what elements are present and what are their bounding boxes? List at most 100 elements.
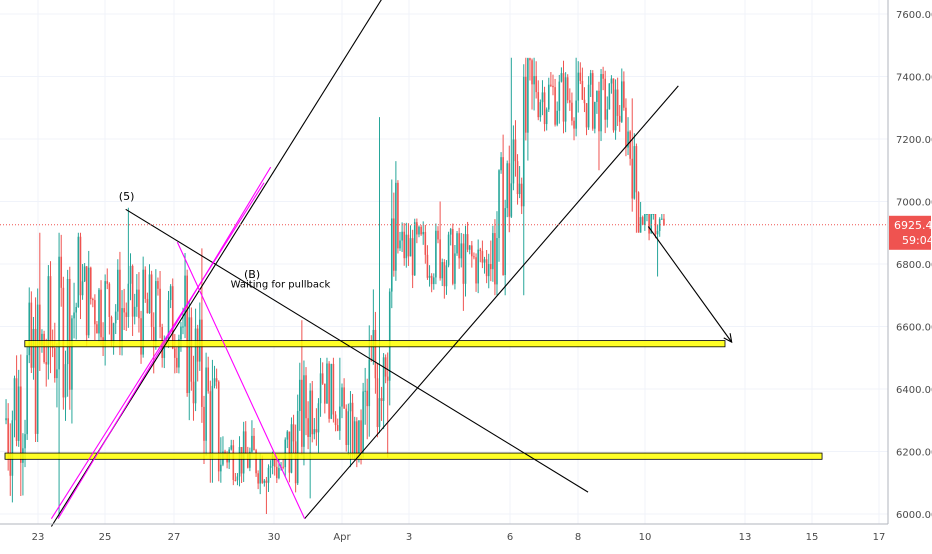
candle-body-214 <box>454 253 456 284</box>
wave-5-label: (5) <box>119 190 135 203</box>
candle-body-217 <box>460 243 463 259</box>
candle-body-118 <box>253 435 255 451</box>
candle-body-111 <box>238 447 241 477</box>
candle-body-70 <box>152 327 155 342</box>
candle-body-35 <box>79 236 82 296</box>
candle-body-207 <box>439 239 441 279</box>
candle-body-64 <box>140 318 142 355</box>
candle-body-26 <box>60 256 63 288</box>
candle-body-240 <box>508 163 511 217</box>
candle-body-216 <box>458 233 460 259</box>
support-zones[interactable] <box>4 340 823 460</box>
candle-body-292 <box>616 89 619 116</box>
candle-body-272 <box>575 100 577 129</box>
candle-body-115 <box>246 453 249 468</box>
candle-body-20 <box>47 276 50 365</box>
candle-body-52 <box>114 311 117 324</box>
support-zone-1[interactable] <box>4 452 823 460</box>
candle-body-95 <box>205 367 207 441</box>
candle-body-119 <box>255 450 257 474</box>
candle-body-65 <box>142 269 144 355</box>
candle-body-308 <box>650 214 653 234</box>
candle-body-254 <box>537 92 540 118</box>
candle-body-23 <box>53 348 56 379</box>
candle-body-229 <box>485 259 488 277</box>
candle-body-285 <box>602 74 604 79</box>
candle-body-156 <box>332 363 335 415</box>
candle-body-300 <box>633 146 636 199</box>
candle-body-114 <box>244 431 247 454</box>
candle-body-19 <box>45 362 48 365</box>
candle-body-171 <box>364 390 366 392</box>
candle-body-68 <box>148 274 151 314</box>
candle-body-153 <box>326 363 328 404</box>
candle-body-220 <box>466 234 469 250</box>
candle-body-226 <box>479 249 482 252</box>
candle-body-10 <box>26 355 28 435</box>
candle-body-4 <box>13 378 16 421</box>
trend-line-magenta-falling[interactable] <box>176 241 306 519</box>
x-tick-label-1: 25 <box>99 532 112 543</box>
trend-line-falling-black[interactable] <box>125 208 589 493</box>
candle-body-230 <box>487 264 490 277</box>
candle-body-296 <box>625 107 627 148</box>
candle-body-202 <box>428 275 431 278</box>
candle-body-286 <box>604 78 606 120</box>
candle-body-258 <box>545 109 548 125</box>
candle-body-41 <box>92 298 94 301</box>
candle-body-155 <box>330 363 333 419</box>
candle-body-312 <box>658 219 661 231</box>
candle-body-136 <box>290 424 293 473</box>
candle-body-304 <box>641 217 644 225</box>
candle-body-164 <box>349 402 352 412</box>
candle-body-246 <box>520 183 523 207</box>
candle-body-269 <box>569 100 571 103</box>
candle-body-2 <box>9 453 12 476</box>
candle-body-134 <box>286 431 289 440</box>
candle-body-268 <box>566 77 569 101</box>
candle-body-142 <box>303 375 305 447</box>
candle-body-0 <box>5 418 7 421</box>
candle-body-16 <box>39 304 41 346</box>
trend-line-magenta-rising-2[interactable] <box>57 166 272 519</box>
candle-body-224 <box>475 257 477 284</box>
candle-body-39 <box>87 267 90 336</box>
price-axis-ticks: 7600.00 7400.00 7200.00 7000.00 6800.00 6600.… <box>896 10 932 521</box>
projection-arrow-head <box>723 333 733 344</box>
candle-body-179 <box>380 398 383 401</box>
candle-body-78 <box>169 286 172 301</box>
y-tick-label-1: 7400.00 <box>896 73 932 84</box>
trend-line-projection-arrow[interactable] <box>647 226 733 343</box>
x-tick-label-7: 8 <box>575 532 581 543</box>
candle-body-94 <box>203 406 205 441</box>
candle-body-166 <box>353 421 356 455</box>
candle-body-255 <box>539 102 542 118</box>
candle-body-14 <box>34 328 37 434</box>
candle-body-13 <box>32 328 35 368</box>
candle-body-75 <box>163 343 166 358</box>
candle-body-152 <box>324 383 326 404</box>
candle-body-273 <box>577 72 580 101</box>
candle-body-47 <box>104 281 106 348</box>
candle-body-303 <box>639 217 642 233</box>
candle-body-288 <box>608 83 611 110</box>
trend-line-rising-black-right[interactable] <box>304 85 679 520</box>
candle-body-257 <box>543 92 546 125</box>
trend-line-magenta-rising-1[interactable] <box>50 182 265 519</box>
candle-body-82 <box>178 339 180 368</box>
candle-body-306 <box>646 214 648 215</box>
candle-body-72 <box>157 281 159 289</box>
candle-body-231 <box>490 264 492 270</box>
candle-body-234 <box>496 238 498 285</box>
candle-body-3 <box>11 420 14 476</box>
candle-body-190 <box>403 231 406 259</box>
trend-lines[interactable] <box>50 0 733 527</box>
candle-body-90 <box>194 328 197 404</box>
candle-body-151 <box>321 373 324 384</box>
candle-body-237 <box>502 157 504 276</box>
candle-body-259 <box>547 84 550 110</box>
support-zone-0[interactable] <box>24 340 726 348</box>
